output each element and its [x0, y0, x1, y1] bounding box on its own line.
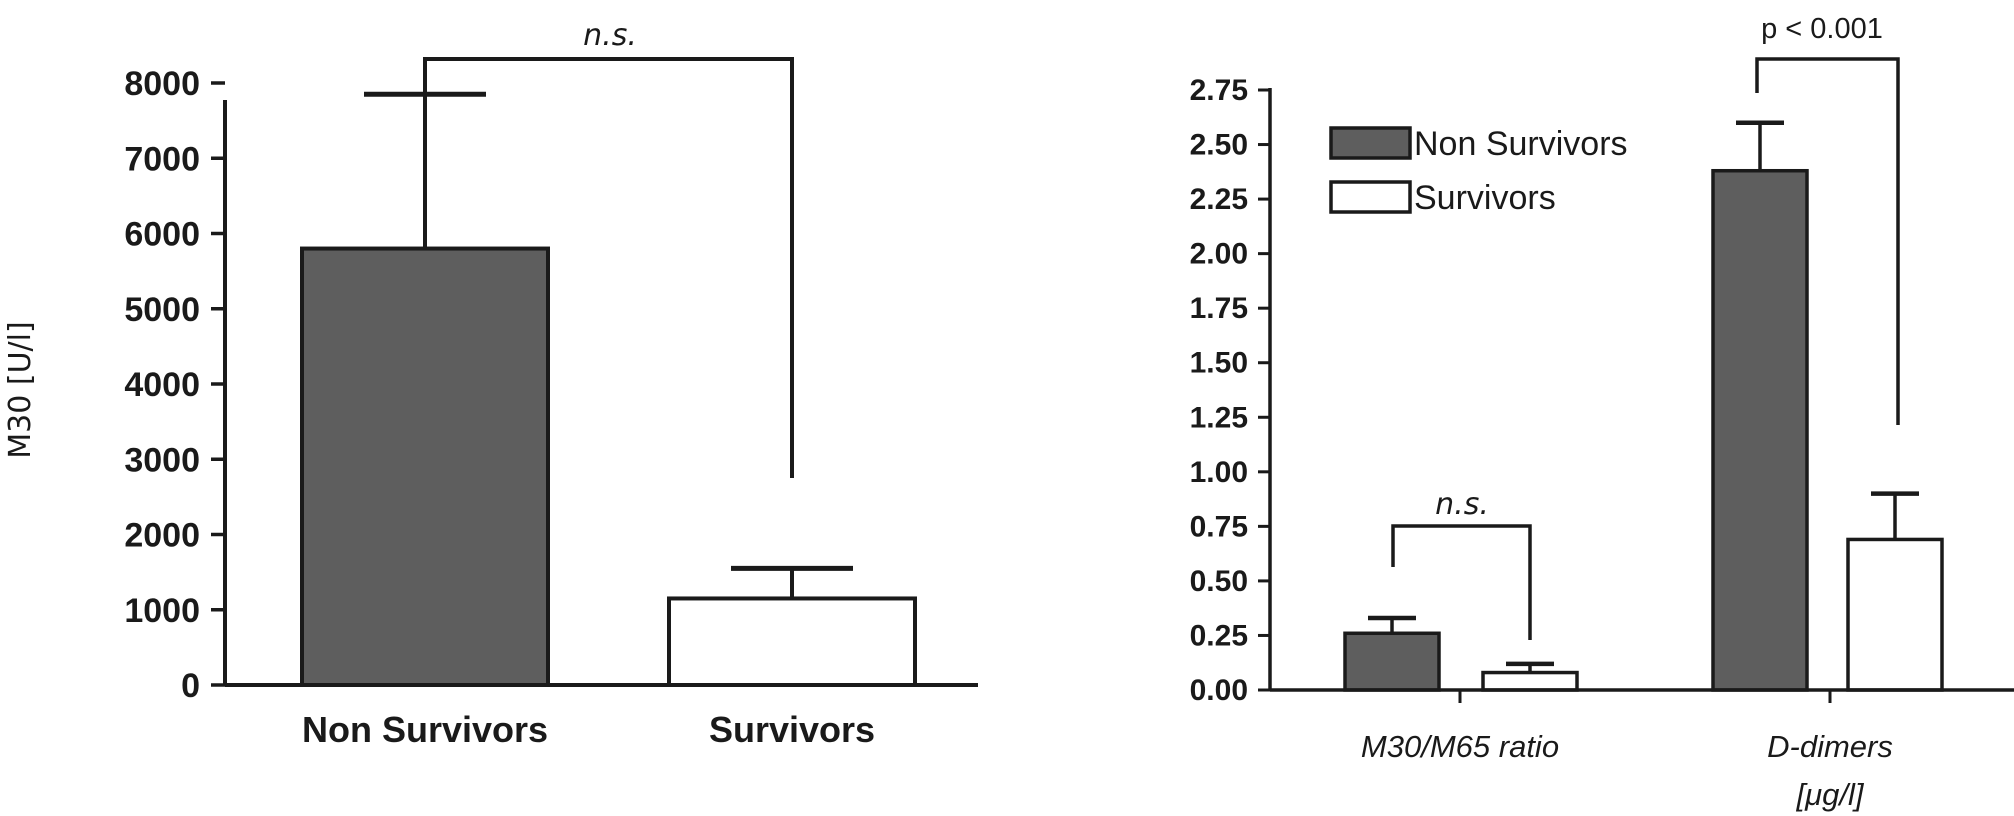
left-y-tick-label: 2000: [124, 517, 200, 555]
right-y-tick-label: 0.00: [1190, 674, 1248, 707]
left-y-axis-label: M30 [U/l]: [3, 321, 38, 458]
right-category-sublabel-d-dimers: [μg/l]: [1796, 777, 1865, 812]
right-y-tick-label: 0.25: [1190, 619, 1248, 652]
right-y-tick-label: 0.75: [1190, 510, 1248, 543]
right-bar-survivors-m30-m65: [1481, 670, 1579, 692]
right-significance-bracket-1: n.s.: [1391, 487, 1532, 640]
right-y-tick-label: 0.50: [1190, 565, 1248, 598]
left-y-tick-label: 7000: [124, 140, 200, 178]
right-y-tick-label: 2.50: [1190, 129, 1248, 162]
left-significance-bracket: n.s.: [423, 18, 794, 478]
right-y-tick-label: 1.00: [1190, 456, 1248, 489]
left-y-tick-label: 4000: [124, 366, 200, 404]
right-significance-bracket-2: p < 0.001: [1755, 13, 1900, 425]
left-y-tick-label: 8000: [124, 65, 200, 103]
right-bar-non-survivors-d-dimers: [1711, 168, 1809, 692]
left-y-tick-label: 0: [181, 667, 200, 705]
legend-swatch-survivors: [1329, 180, 1412, 214]
right-y-tick-label: 1.75: [1190, 292, 1248, 325]
right-y-tick-label: 2.25: [1190, 183, 1248, 216]
legend-label-non-survivors: Non Survivors: [1414, 125, 1628, 163]
right-y-tick-label: 1.50: [1190, 347, 1248, 380]
right-bar-non-survivors-m30-m65: [1343, 631, 1441, 692]
left-category-label-survivors: Survivors: [709, 709, 875, 750]
right-significance-label-1: n.s.: [1435, 487, 1489, 522]
right-significance-label-2: p < 0.001: [1761, 13, 1883, 45]
right-bar-survivors-d-dimers: [1846, 537, 1944, 692]
left-significance-label: n.s.: [583, 18, 637, 53]
right-category-label-m30-m65: M30/M65 ratio: [1361, 729, 1559, 764]
left-bar-non-survivors: [300, 246, 550, 688]
left-category-label-non-survivors: Non Survivors: [302, 709, 548, 750]
right-y-tick-label: 2.00: [1190, 238, 1248, 271]
right-y-tick-label: 2.75: [1190, 74, 1248, 107]
legend-label-survivors: Survivors: [1414, 179, 1556, 217]
left-y-tick-label: 5000: [124, 291, 200, 329]
legend: Non Survivors Survivors: [1329, 125, 1628, 217]
right-chart: 0.00 0.25 0.50 0.75 1.00 1.25 1.50 1.75 2.00 2.25…: [1190, 13, 2014, 812]
left-y-tick-label: 3000: [124, 441, 200, 479]
left-y-tick-label: 1000: [124, 592, 200, 630]
right-category-label-d-dimers: D-dimers: [1767, 729, 1893, 764]
left-bar-survivors: [667, 596, 917, 688]
legend-swatch-non-survivors: [1329, 126, 1412, 160]
right-y-tick-label: 1.25: [1190, 401, 1248, 434]
left-chart: 0 1000 2000 3000 4000 5000 6000 7000 8000 M30 [U…: [3, 18, 978, 750]
left-y-tick-label: 6000: [124, 216, 200, 254]
